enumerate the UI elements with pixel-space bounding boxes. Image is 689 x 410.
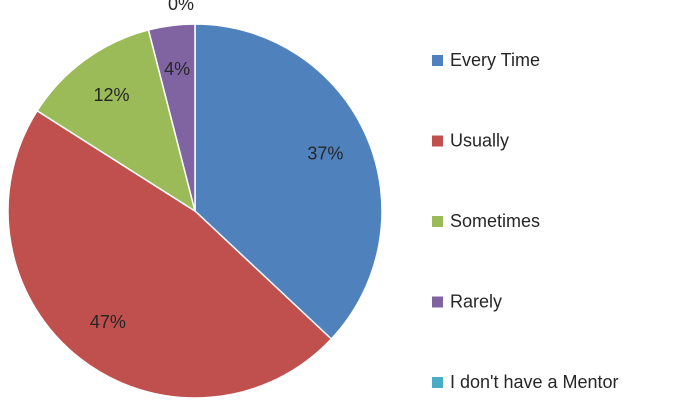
legend-label: Sometimes [450,211,540,231]
legend-swatch [432,377,443,388]
data-label: 47% [90,312,126,332]
pie-slice [147,23,196,212]
data-label: 0% [168,0,194,14]
legend-label: Every Time [450,50,540,70]
legend-swatch [432,135,443,147]
data-label: 37% [307,143,343,163]
pie-slice [36,28,197,213]
pie-slice [194,23,383,341]
pie-slice [7,109,333,399]
data-label: 12% [93,85,129,105]
legend-label: Rarely [450,291,502,311]
legend-label: Usually [450,130,509,150]
data-label: 4% [164,59,190,79]
legend-swatch [432,55,443,66]
legend-swatch [432,296,443,308]
legend-label: I don't have a Mentor [450,372,619,392]
legend-swatch [432,216,443,227]
